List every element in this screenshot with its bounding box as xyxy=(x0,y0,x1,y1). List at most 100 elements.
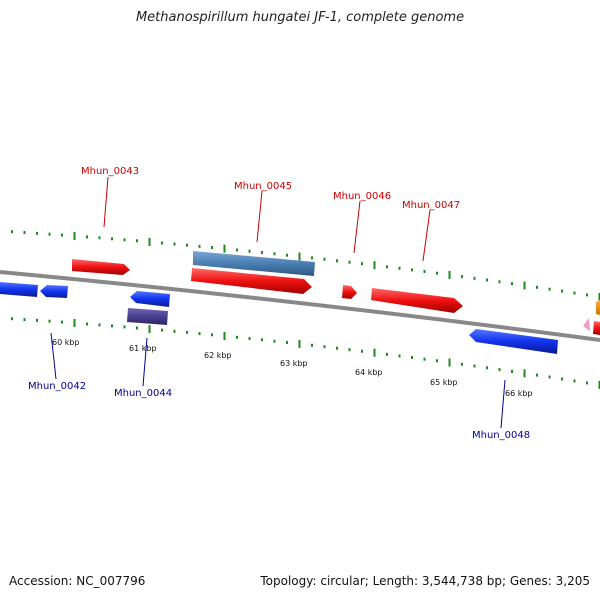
forward-minor-tick xyxy=(48,232,51,236)
forward-minor-tick xyxy=(86,235,88,239)
label-leader-mhun-0044 xyxy=(142,337,148,387)
reverse-minor-tick xyxy=(586,381,588,385)
reverse-tick-row xyxy=(11,317,600,389)
forward-minor-tick xyxy=(348,260,351,264)
gene-mhun-0042-arrow[interactable] xyxy=(40,285,68,298)
reverse-major-tick xyxy=(523,369,526,378)
forward-minor-tick xyxy=(398,266,401,270)
kbp-label-64: 64 kbp xyxy=(355,368,383,377)
gene-label-mhun-0046[interactable]: Mhun_0046 xyxy=(333,191,391,202)
forward-minor-tick xyxy=(161,241,163,245)
gene-mhun-0048-arrow[interactable] xyxy=(469,329,558,354)
reverse-minor-tick xyxy=(323,345,326,349)
forward-minor-tick xyxy=(423,270,426,273)
kbp-label-60: 60 kbp xyxy=(52,338,80,347)
reverse-minor-tick xyxy=(411,356,413,359)
forward-minor-tick xyxy=(261,251,263,254)
genome-backbone xyxy=(0,270,600,342)
gene-mhun-0046-arrow[interactable] xyxy=(342,285,357,299)
gene-label-mhun-0043[interactable]: Mhun_0043 xyxy=(81,166,139,177)
label-leader-mhun-0047 xyxy=(422,209,431,262)
forward-minor-tick xyxy=(548,287,551,291)
reverse-minor-tick xyxy=(36,318,38,322)
gene-label-mhun-0047[interactable]: Mhun_0047 xyxy=(402,200,460,211)
reverse-major-tick xyxy=(298,339,301,348)
gene-label-mhun-0045[interactable]: Mhun_0045 xyxy=(234,181,292,192)
forward-minor-tick xyxy=(561,289,563,293)
reverse-minor-tick xyxy=(473,364,476,368)
gene-partial-right-red[interactable] xyxy=(593,321,600,335)
forward-minor-tick xyxy=(511,282,513,286)
forward-major-tick xyxy=(373,261,376,270)
forward-minor-tick xyxy=(11,230,13,234)
forward-minor-tick xyxy=(436,271,438,275)
reverse-minor-tick xyxy=(11,317,13,321)
forward-minor-tick xyxy=(173,242,176,246)
reverse-minor-tick xyxy=(348,348,351,352)
reverse-minor-tick xyxy=(486,366,488,370)
reverse-minor-tick xyxy=(261,338,263,342)
gene-label-mhun-0048[interactable]: Mhun_0048 xyxy=(472,430,530,441)
reverse-minor-tick xyxy=(436,359,438,363)
forward-minor-tick xyxy=(586,293,588,297)
reverse-minor-tick xyxy=(173,329,176,333)
reverse-minor-tick xyxy=(186,330,188,334)
forward-minor-tick xyxy=(311,256,313,260)
reverse-minor-tick xyxy=(286,341,288,344)
reverse-major-tick xyxy=(148,325,151,334)
reverse-minor-tick xyxy=(48,319,51,323)
gene-mhun-0044-arrow[interactable] xyxy=(130,291,170,307)
reverse-major-tick xyxy=(223,332,226,340)
gene-mhun-0044-selected-bar[interactable] xyxy=(127,308,168,325)
gene-label-mhun-0042[interactable]: Mhun_0042 xyxy=(28,381,86,392)
forward-minor-tick xyxy=(98,236,101,240)
kbp-label-62: 62 kbp xyxy=(204,351,232,360)
forward-major-tick xyxy=(148,237,151,246)
label-leader-mhun-0046 xyxy=(353,200,361,254)
reverse-minor-tick xyxy=(536,373,538,377)
kbp-label-61: 61 kbp xyxy=(129,344,157,353)
label-leader-mhun-0042 xyxy=(50,332,57,380)
forward-minor-tick xyxy=(473,276,476,280)
gene-mhun-0045-selected-bar[interactable] xyxy=(193,251,315,276)
forward-minor-tick xyxy=(411,268,413,272)
gene-partial-left-blue[interactable] xyxy=(0,282,38,297)
forward-minor-tick xyxy=(461,275,463,279)
label-leader-mhun-0045 xyxy=(256,190,263,243)
reverse-minor-tick xyxy=(198,332,201,336)
reverse-minor-tick xyxy=(136,326,138,330)
reverse-minor-tick xyxy=(361,349,363,353)
reverse-minor-tick xyxy=(461,362,463,366)
kbp-label-65: 65 kbp xyxy=(430,378,458,387)
forward-minor-tick xyxy=(186,243,188,247)
gene-label-mhun-0044[interactable]: Mhun_0044 xyxy=(114,388,172,399)
label-leader-mhun-0043 xyxy=(103,176,109,228)
forward-major-tick xyxy=(223,244,226,253)
forward-minor-tick xyxy=(211,246,213,249)
forward-minor-tick xyxy=(111,237,113,241)
reverse-major-tick xyxy=(373,348,376,357)
gene-mhun-0045-arrow[interactable] xyxy=(191,268,312,294)
forward-minor-tick xyxy=(498,280,501,284)
forward-major-tick xyxy=(598,292,600,301)
forward-major-tick xyxy=(298,252,301,261)
reverse-major-tick xyxy=(73,319,76,327)
reverse-minor-tick xyxy=(498,368,501,372)
reverse-minor-tick xyxy=(86,322,88,326)
reverse-minor-tick xyxy=(336,346,338,350)
forward-minor-tick xyxy=(336,259,338,263)
reverse-minor-tick xyxy=(423,357,426,361)
forward-minor-tick xyxy=(386,265,388,269)
forward-minor-tick xyxy=(286,253,288,257)
forward-minor-tick xyxy=(573,291,576,295)
gene-mhun-0047-arrow[interactable] xyxy=(371,288,463,313)
reverse-minor-tick xyxy=(511,369,513,373)
feature-orange-marker[interactable] xyxy=(596,300,600,315)
reverse-minor-tick xyxy=(98,323,101,327)
genome-title: Methanospirillum hungatei JF-1, complete… xyxy=(135,10,465,25)
reverse-minor-tick xyxy=(123,325,126,329)
reverse-minor-tick xyxy=(573,379,576,383)
feature-pink-marker[interactable] xyxy=(583,318,590,331)
gene-mhun-0043-arrow[interactable] xyxy=(72,259,130,275)
